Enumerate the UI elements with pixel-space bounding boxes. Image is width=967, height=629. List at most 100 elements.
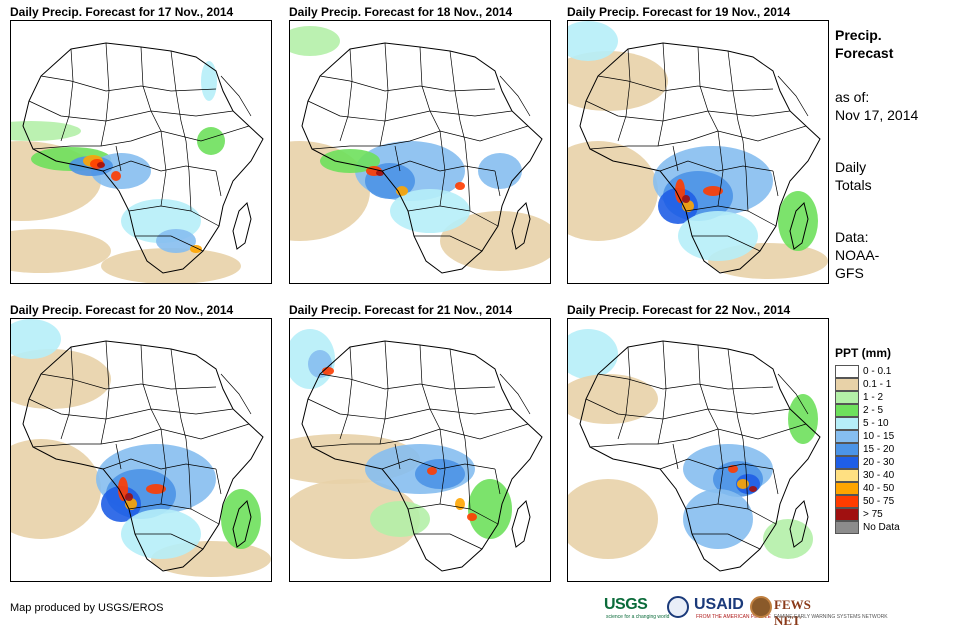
- madagascar-outline: [232, 500, 252, 548]
- legend-item: 30 - 40: [835, 469, 960, 482]
- precip-blob: [125, 493, 133, 501]
- data-line3: GFS: [835, 265, 864, 281]
- country-border: [102, 458, 217, 470]
- country-border: [115, 443, 122, 470]
- precip-map: [568, 21, 828, 279]
- country-border: [585, 398, 791, 420]
- map-panel-2: Daily Precip. Forecast for 18 Nov., 2014: [289, 4, 551, 294]
- map-panel-1: Daily Precip. Forecast for 17 Nov., 2014: [10, 4, 272, 294]
- legend-label: 30 - 40: [863, 470, 895, 481]
- legend-label: 40 - 50: [863, 483, 895, 494]
- country-border: [464, 140, 471, 212]
- usgs-tagline: science for a changing world: [606, 614, 670, 620]
- precip-blob: [370, 501, 430, 537]
- legend-item: 20 - 30: [835, 456, 960, 469]
- country-border: [717, 130, 724, 207]
- map-panel-3: Daily Precip. Forecast for 19 Nov., 2014: [567, 4, 829, 294]
- country-border: [170, 348, 187, 440]
- legend-label: 5 - 10: [863, 418, 889, 429]
- country-border: [40, 75, 217, 92]
- legend-label: 15 - 20: [863, 444, 895, 455]
- precip-blob: [11, 319, 61, 359]
- legend-item: 50 - 75: [835, 495, 960, 508]
- precip-blob: [197, 127, 225, 155]
- legend-label: > 75: [863, 509, 883, 520]
- precip-blob: [11, 121, 81, 141]
- precip-blob: [146, 484, 166, 494]
- country-border: [60, 48, 74, 142]
- precip-blob: [478, 153, 522, 189]
- map-frame: [10, 20, 272, 284]
- country-border: [727, 348, 744, 440]
- map-frame: [567, 20, 829, 284]
- madagascar-outline: [511, 500, 531, 548]
- legend-item: 15 - 20: [835, 443, 960, 456]
- country-border: [28, 398, 234, 420]
- country-border: [379, 340, 389, 445]
- precip-blob: [390, 189, 470, 233]
- country-border: [140, 344, 162, 430]
- country-border: [160, 428, 167, 505]
- country-border: [692, 235, 761, 252]
- country-border: [464, 438, 471, 510]
- precip-blob: [728, 465, 738, 473]
- precip-blob: [201, 61, 217, 101]
- precip-blob: [788, 394, 818, 444]
- precip-blob: [568, 479, 658, 559]
- precip-blob: [440, 211, 550, 271]
- country-border: [657, 340, 667, 445]
- country-border: [135, 235, 204, 252]
- madagascar-outline: [789, 500, 809, 548]
- precip-blob: [101, 248, 241, 283]
- country-border: [589, 125, 807, 150]
- country-border: [772, 468, 779, 495]
- country-border: [742, 140, 749, 212]
- legend-item: 2 - 5: [835, 404, 960, 417]
- legend-swatch: [835, 365, 859, 378]
- country-border: [379, 42, 389, 147]
- legend-item: 40 - 50: [835, 482, 960, 495]
- usgs-logo: USGS: [604, 596, 648, 613]
- country-border: [311, 423, 529, 448]
- country-border: [697, 46, 719, 132]
- fews-tagline: FAMINE EARLY WARNING SYSTEMS NETWORK: [774, 614, 888, 620]
- legend-title: PPT (mm): [835, 346, 892, 360]
- precip-blob: [290, 26, 340, 56]
- country-border: [115, 145, 122, 172]
- precip-blob: [190, 245, 202, 253]
- precip-blob: [682, 195, 690, 203]
- map-frame: [567, 318, 829, 582]
- precip-blob: [97, 162, 105, 168]
- precip-blob: [468, 479, 512, 539]
- legend-swatch: [835, 469, 859, 482]
- red-sea-coast: [777, 75, 809, 117]
- legend-swatch: [835, 443, 859, 456]
- legend-label: 10 - 15: [863, 431, 895, 442]
- precip-map: [290, 26, 550, 274]
- country-border: [449, 50, 466, 142]
- madagascar-outline: [789, 202, 809, 250]
- side-info: Precip. Forecast as of: Nov 17, 2014 Dai…: [835, 26, 960, 282]
- precip-blob: [455, 182, 465, 190]
- legend-swatch: [835, 404, 859, 417]
- panel-title: Daily Precip. Forecast for 22 Nov., 2014: [567, 303, 791, 317]
- seal-icon: [667, 596, 689, 618]
- panel-title: Daily Precip. Forecast for 18 Nov., 2014: [289, 5, 513, 19]
- map-panel-6: Daily Precip. Forecast for 22 Nov., 2014: [567, 302, 829, 592]
- precip-blob: [675, 179, 685, 203]
- precip-blob: [568, 51, 668, 111]
- country-border: [672, 443, 679, 470]
- legend-swatch: [835, 456, 859, 469]
- country-border: [742, 438, 749, 510]
- country-border: [597, 373, 774, 390]
- data-line2: NOAA-: [835, 247, 880, 263]
- country-border: [685, 503, 777, 525]
- legend-label: 1 - 2: [863, 392, 884, 403]
- country-border: [494, 468, 501, 495]
- asof-date: Nov 17, 2014: [835, 107, 919, 123]
- country-border: [692, 533, 761, 550]
- precip-blob: [111, 171, 121, 181]
- country-border: [419, 344, 441, 430]
- precip-blob: [11, 439, 101, 539]
- country-border: [319, 75, 496, 92]
